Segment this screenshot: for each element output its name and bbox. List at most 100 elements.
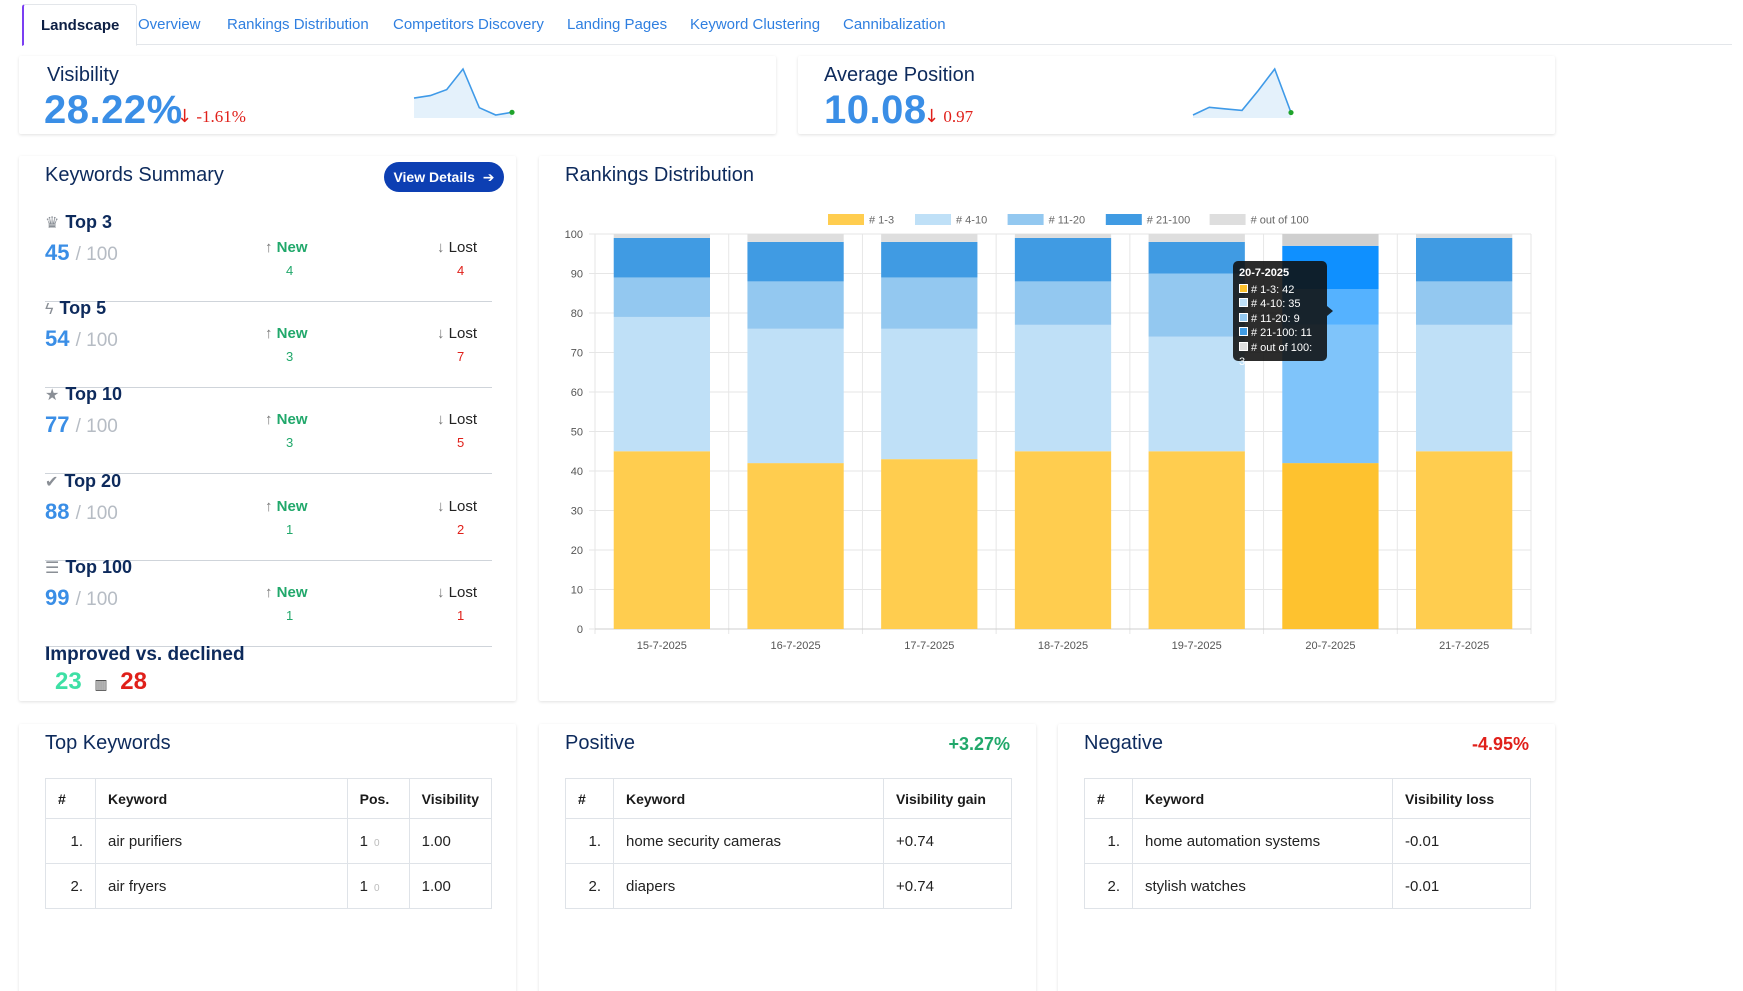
legend-swatch <box>828 214 864 225</box>
tab-landscape[interactable]: Landscape <box>22 4 138 46</box>
col-header[interactable]: Pos. <box>346 778 410 819</box>
sparkline-area <box>414 69 512 118</box>
col-header[interactable]: Visibility gain <box>883 778 1012 819</box>
bar-segment <box>747 234 844 242</box>
rankings-chart: 0 10 20 30 40 50 60 70 80 90 100 15-7-2025 16-7-2025… <box>565 214 1532 652</box>
summary-row-top3: ♛ Top 3 45 / 100 ↑ New 4 ↓ Lost 4 <box>45 212 492 302</box>
y-tick-label: 90 <box>571 269 583 281</box>
bar-segment <box>747 241 844 282</box>
bar-segment <box>613 234 710 238</box>
crown-icon: ♛ <box>45 215 60 232</box>
bar-segment <box>1148 273 1245 337</box>
avg-position-value: 10.08 <box>824 88 927 132</box>
legend-swatch <box>1007 214 1044 225</box>
positive-title: Positive <box>565 732 636 754</box>
y-tick-label: 70 <box>571 348 583 360</box>
arrow-up-icon: ↑ <box>265 584 273 601</box>
new-label: ↑ New <box>265 239 308 256</box>
bar-segment <box>1148 451 1245 629</box>
sparkline-line <box>1192 67 1292 116</box>
sparkline-end-point <box>1288 109 1294 116</box>
view-details-button[interactable]: View Details ➔ <box>384 162 504 192</box>
tab-rankings-distribution[interactable]: Rankings Distribution <box>227 16 369 33</box>
lost-count: 2 <box>457 522 465 537</box>
tooltip-line: # 1-3: 42 <box>1239 283 1321 298</box>
arrow-up-icon: ↑ <box>265 239 273 256</box>
lost-count: 7 <box>457 349 465 364</box>
col-header[interactable]: # <box>1084 778 1133 819</box>
x-tick-label: 19-7-2025 <box>1172 640 1222 652</box>
avg-position-delta-value: 0.97 <box>943 107 974 126</box>
tab-keyword-clustering[interactable]: Keyword Clustering <box>690 16 821 33</box>
col-header[interactable]: Keyword <box>1132 778 1393 819</box>
bar-chart-icon: ▥ <box>94 676 108 692</box>
bolt-icon: ϟ <box>45 301 54 318</box>
bar-segment <box>1148 234 1245 242</box>
summary-row-label: ϟ Top 5 <box>45 298 107 318</box>
bar-segment <box>1416 451 1513 629</box>
keyword-cell: air fryers <box>95 863 348 909</box>
legend-label: # out of 100 <box>1251 215 1309 227</box>
tooltip-line: # 11-20: 9 <box>1239 312 1321 327</box>
keywords-summary-title: Keywords Summary <box>45 164 224 186</box>
new-count: 4 <box>286 263 294 278</box>
lost-count: 1 <box>457 608 465 623</box>
y-tick-label: 20 <box>571 545 583 557</box>
bar-segment <box>881 328 978 460</box>
col-header[interactable]: Visibility loss <box>1392 778 1531 819</box>
bar-segment <box>881 234 978 242</box>
keyword-cell: stylish watches <box>1132 863 1393 909</box>
y-tick-label: 80 <box>571 308 583 320</box>
visibility-delta-value: -1.61% <box>196 107 246 126</box>
legend-swatch <box>1209 214 1246 225</box>
tab-competitors-discovery[interactable]: Competitors Discovery <box>393 16 544 33</box>
visibility-value: 28.22% <box>44 88 183 132</box>
y-tick-label: 100 <box>565 229 583 241</box>
col-header[interactable]: Keyword <box>613 778 884 819</box>
bar-segment <box>747 281 844 329</box>
x-tick-label: 18-7-2025 <box>1038 640 1088 652</box>
arrow-down-icon: ↓ <box>437 498 445 515</box>
new-label: ↑ New <box>265 584 308 601</box>
sparkline-line <box>413 67 513 116</box>
arrow-down-icon: ↓ <box>437 584 445 601</box>
avg-position-title: Average Position <box>824 64 975 86</box>
bar-segment <box>881 277 978 329</box>
arrow-down-icon: ↓ <box>924 106 940 127</box>
col-header[interactable]: Visibility <box>408 778 493 819</box>
arrow-right-icon: ➔ <box>482 169 495 185</box>
summary-row-value: 54 / 100 <box>45 326 118 351</box>
tab-overview[interactable]: Overview <box>138 16 201 33</box>
summary-row-top20: ✔ Top 20 88 / 100 ↑ New 1 ↓ Lost 2 <box>45 471 492 561</box>
col-header[interactable]: # <box>565 778 614 819</box>
bar-segment <box>1282 463 1379 629</box>
bar-segment <box>747 328 844 464</box>
col-header[interactable]: Keyword <box>95 778 348 819</box>
legend-swatch <box>1105 214 1142 225</box>
tab-cannibalization[interactable]: Cannibalization <box>843 16 946 33</box>
y-tick-label: 0 <box>577 624 583 636</box>
legend-swatch <box>915 214 951 225</box>
negative-title: Negative <box>1084 732 1163 754</box>
tab-landing-pages[interactable]: Landing Pages <box>567 16 668 33</box>
table-row: 2. diapers +0.74 <box>565 863 1012 909</box>
new-count: 1 <box>286 608 294 623</box>
summary-row-value: 88 / 100 <box>45 499 118 524</box>
bar-segment <box>1416 237 1513 282</box>
tab-bar: Landscape Overview Rankings Distribution… <box>22 4 1732 46</box>
sparkline-end-point <box>509 109 515 115</box>
top-keywords-card: Top Keywords # Keyword Pos. Visibility 1… <box>19 724 516 991</box>
y-tick-label: 40 <box>571 466 583 478</box>
improved-declined-values: 23 ▥ 28 <box>55 668 147 696</box>
positive-total: +3.27% <box>948 734 1010 754</box>
loss-cell: -0.01 <box>1392 818 1531 864</box>
bar-segment <box>613 451 710 629</box>
col-header[interactable]: # <box>45 778 96 819</box>
legend-label: # 21-100 <box>1147 215 1190 227</box>
lost-label: ↓ Lost <box>437 325 478 342</box>
avg-position-delta: ↓ 0.97 <box>924 106 973 127</box>
gain-cell: +0.74 <box>883 818 1012 864</box>
loss-cell: -0.01 <box>1392 863 1531 909</box>
